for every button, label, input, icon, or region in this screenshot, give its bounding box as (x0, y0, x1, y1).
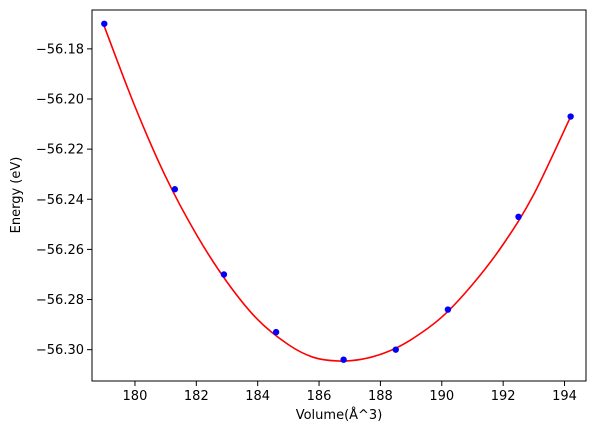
x-axis-label: Volume(Å^3) (296, 407, 383, 423)
fit-curve-line (103, 26, 572, 362)
x-tick-label: 180 (123, 389, 148, 404)
data-point (567, 113, 574, 120)
data-point (515, 213, 522, 221)
x-tick-label: 190 (429, 389, 454, 404)
x-axis: 180 182 184 186 188 190 192 194 (123, 381, 577, 404)
data-point (220, 271, 228, 278)
x-tick-label: 186 (307, 389, 332, 404)
x-tick-label: 182 (184, 389, 209, 404)
y-tick-label: −56.28 (36, 293, 84, 308)
x-tick-label: 188 (368, 389, 393, 404)
plot-area-frame (91, 9, 587, 382)
x-tick-label: 194 (552, 389, 577, 404)
y-tick-label: −56.30 (36, 343, 84, 358)
data-point (340, 356, 347, 363)
y-tick-label: −56.18 (36, 42, 84, 57)
y-tick-label: −56.24 (36, 193, 84, 208)
y-tick-label: −56.20 (36, 92, 84, 107)
y-axis: −56.18 −56.20 −56.22 −56.24 −56.26 −56.28 −56.… (36, 42, 92, 358)
data-point (392, 346, 399, 353)
data-point (444, 306, 452, 313)
x-tick-label: 192 (491, 389, 516, 404)
y-tick-label: −56.26 (36, 243, 84, 258)
series-layer (101, 20, 574, 363)
data-point (171, 186, 179, 193)
x-tick-label: 184 (245, 389, 270, 404)
y-axis-label: Energy (eV) (9, 157, 24, 234)
y-tick-label: −56.22 (36, 143, 84, 158)
data-point (272, 328, 280, 336)
data-point (101, 20, 108, 27)
